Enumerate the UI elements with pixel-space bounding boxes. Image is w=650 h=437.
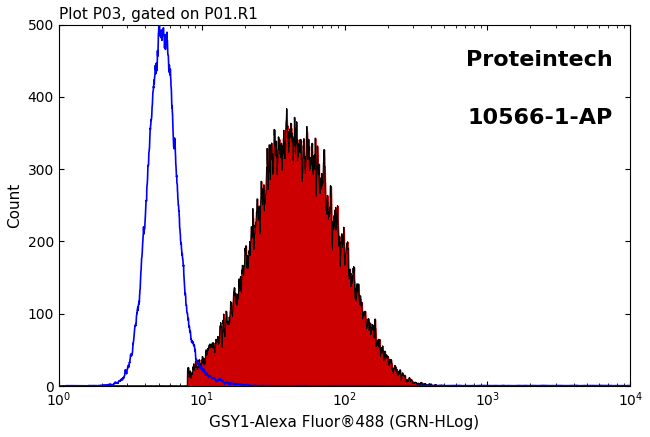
Text: Proteintech: Proteintech [467,50,613,70]
X-axis label: GSY1-Alexa Fluor®488 (GRN-HLog): GSY1-Alexa Fluor®488 (GRN-HLog) [209,415,480,430]
Text: Plot P03, gated on P01.R1: Plot P03, gated on P01.R1 [58,7,257,22]
Y-axis label: Count: Count [7,183,22,228]
Text: 10566-1-AP: 10566-1-AP [468,108,613,128]
